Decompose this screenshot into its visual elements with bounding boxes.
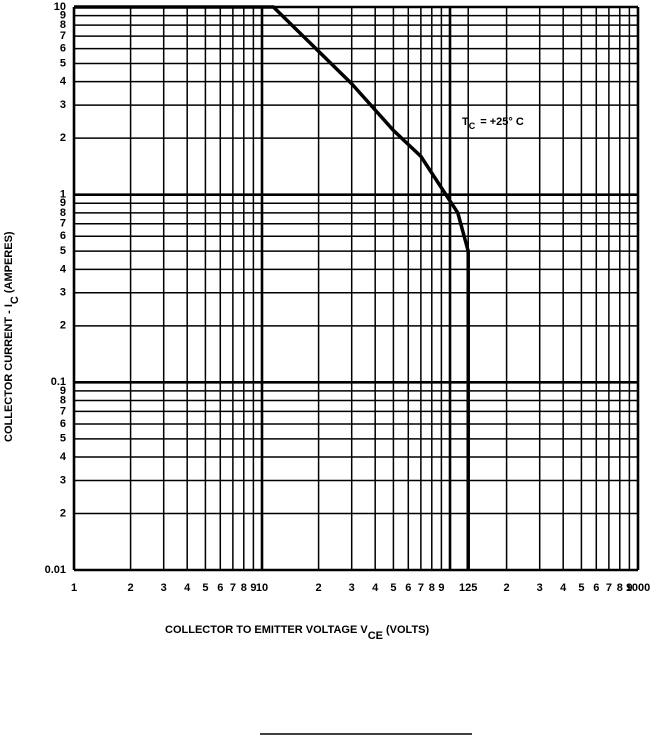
x-tick-label: 9 <box>250 582 256 594</box>
y-tick-label: 5 <box>60 433 66 445</box>
y-tick-label: 7 <box>60 405 66 417</box>
x-axis-title: COLLECTOR TO EMITTER VOLTAGE VCE (VOLTS) <box>165 624 429 642</box>
y-tick-label: 4 <box>60 263 67 275</box>
annotation-subscript: C <box>469 121 476 131</box>
x-tick-label: 5 <box>578 582 584 594</box>
y-tick-label: 3 <box>60 474 66 486</box>
x-tick-label: 3 <box>349 582 355 594</box>
x-axis-title-subscript: CE <box>368 630 383 642</box>
x-tick-label: 1 <box>71 582 77 594</box>
x-tick-label: 6 <box>593 582 599 594</box>
y-tick-label: 9 <box>60 9 66 21</box>
y-tick-label: 7 <box>60 30 66 42</box>
x-tick-label: 8 <box>429 582 435 594</box>
y-tick-label: 8 <box>60 207 66 219</box>
y-tick-label: 10 <box>54 1 66 13</box>
y-tick-label: 6 <box>60 230 66 242</box>
y-tick-label: 5 <box>60 57 66 69</box>
y-tick-label: 4 <box>60 451 67 463</box>
x-tick-label: 5 <box>202 582 208 594</box>
x-tick-label: 6 <box>217 582 223 594</box>
curve <box>74 5 470 570</box>
y-tick-label: 9 <box>60 197 66 209</box>
x-tick-label: 2 <box>128 582 134 594</box>
y-tick-label: 4 <box>60 76 67 88</box>
x-tick-label: 9 <box>438 582 444 594</box>
y-tick-label: 8 <box>60 394 66 406</box>
x-tick-label: 125 <box>459 582 477 594</box>
annotation-suffix: = +25° C <box>480 116 524 128</box>
x-tick-label: 4 <box>372 582 379 594</box>
y-tick-label: 0.1 <box>51 376 66 388</box>
x-tick-label: 3 <box>537 582 543 594</box>
x-tick-label: 5 <box>390 582 396 594</box>
x-tick-label: 3 <box>161 582 167 594</box>
x-tick-label: 1000 <box>626 582 650 594</box>
y-tick-label: 2 <box>60 132 66 144</box>
x-tick-label: 8 <box>241 582 247 594</box>
x-axis-title-suffix: (VOLTS) <box>386 624 430 636</box>
y-tick-label: 6 <box>60 418 66 430</box>
y-tick-label: 7 <box>60 218 66 230</box>
y-tick-label: 5 <box>60 245 66 257</box>
x-tick-label: 4 <box>184 582 191 594</box>
y-tick-label: 3 <box>60 287 66 299</box>
y-tick-label: 2 <box>60 320 66 332</box>
y-tick-label: 2 <box>60 507 66 519</box>
x-tick-label: 10 <box>256 582 268 594</box>
y-tick-label: 1 <box>60 189 66 201</box>
y-axis-title: COLLECTOR CURRENT - IC (AMPERES) <box>3 231 21 442</box>
y-tick-label: 9 <box>60 385 66 397</box>
x-axis-title-text: COLLECTOR TO EMITTER VOLTAGE V <box>165 624 368 636</box>
x-tick-label: 8 <box>617 582 623 594</box>
annotation-text: T <box>462 116 469 128</box>
y-tick-label: 8 <box>60 19 66 31</box>
x-tick-label: 7 <box>418 582 424 594</box>
grid <box>72 5 640 572</box>
x-tick-label: 2 <box>316 582 322 594</box>
y-axis-title-suffix: (AMPERES) <box>3 231 15 293</box>
y-axis-title-subscript: C <box>9 296 21 304</box>
x-tick-label: 9 <box>626 582 632 594</box>
y-tick-label: 3 <box>60 99 66 111</box>
x-tick-label: 6 <box>405 582 411 594</box>
y-axis-title-text: COLLECTOR CURRENT - I <box>3 304 15 442</box>
x-tick-label: 7 <box>230 582 236 594</box>
y-tick-label: 0.01 <box>45 564 66 576</box>
x-tick-label: 4 <box>560 582 567 594</box>
y-tick-label: 6 <box>60 43 66 55</box>
annotation: TC = +25° C <box>462 116 524 131</box>
x-tick-label: 2 <box>504 582 510 594</box>
x-tick-label: 7 <box>606 582 612 594</box>
